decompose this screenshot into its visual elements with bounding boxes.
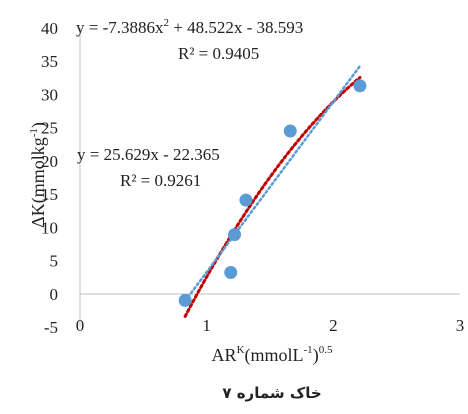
data-point bbox=[283, 124, 297, 138]
y-tick-label: 20 bbox=[41, 152, 58, 171]
linear-r2: R² = 0.9261 bbox=[120, 171, 201, 190]
y-tick-label: 40 bbox=[41, 19, 58, 38]
y-tick-label: -5 bbox=[44, 318, 58, 337]
y-tick-label: 35 bbox=[41, 52, 58, 71]
x-tick-labels: 0 1 2 3 bbox=[76, 316, 465, 335]
x-axis-title: ARK(mmolL-1)0.5 bbox=[212, 344, 333, 366]
figure-caption: خاک شماره ۷ bbox=[222, 384, 321, 402]
x-tick-label: 2 bbox=[329, 316, 338, 335]
linear-trendline bbox=[183, 64, 362, 303]
data-point bbox=[178, 293, 192, 307]
y-tick-labels: -5 0 5 10 15 20 25 30 35 40 bbox=[41, 19, 58, 337]
y-tick-label: 25 bbox=[41, 119, 58, 138]
y-tick-label: 5 bbox=[50, 252, 59, 271]
data-point bbox=[228, 228, 242, 242]
y-tick-label: 15 bbox=[41, 185, 58, 204]
x-tick-label: 0 bbox=[76, 316, 85, 335]
y-axis-title: ΔK(mmolkg-1) bbox=[28, 122, 49, 228]
polynomial-trendline bbox=[183, 75, 362, 318]
data-points bbox=[178, 79, 367, 307]
data-point bbox=[224, 266, 238, 280]
trendlines bbox=[183, 64, 362, 318]
x-tick-label: 1 bbox=[202, 316, 211, 335]
y-tick-label: 30 bbox=[41, 85, 58, 104]
poly-equation: y = -7.3886x2 + 48.522x - 38.593 bbox=[76, 17, 303, 37]
y-tick-label: 0 bbox=[50, 285, 59, 304]
x-tick-label: 3 bbox=[456, 316, 465, 335]
linear-equation: y = 25.629x - 22.365 bbox=[77, 145, 220, 164]
poly-r2: R² = 0.9405 bbox=[178, 44, 259, 63]
data-point bbox=[239, 193, 253, 207]
y-tick-label: 10 bbox=[41, 218, 58, 237]
data-point bbox=[353, 79, 367, 93]
